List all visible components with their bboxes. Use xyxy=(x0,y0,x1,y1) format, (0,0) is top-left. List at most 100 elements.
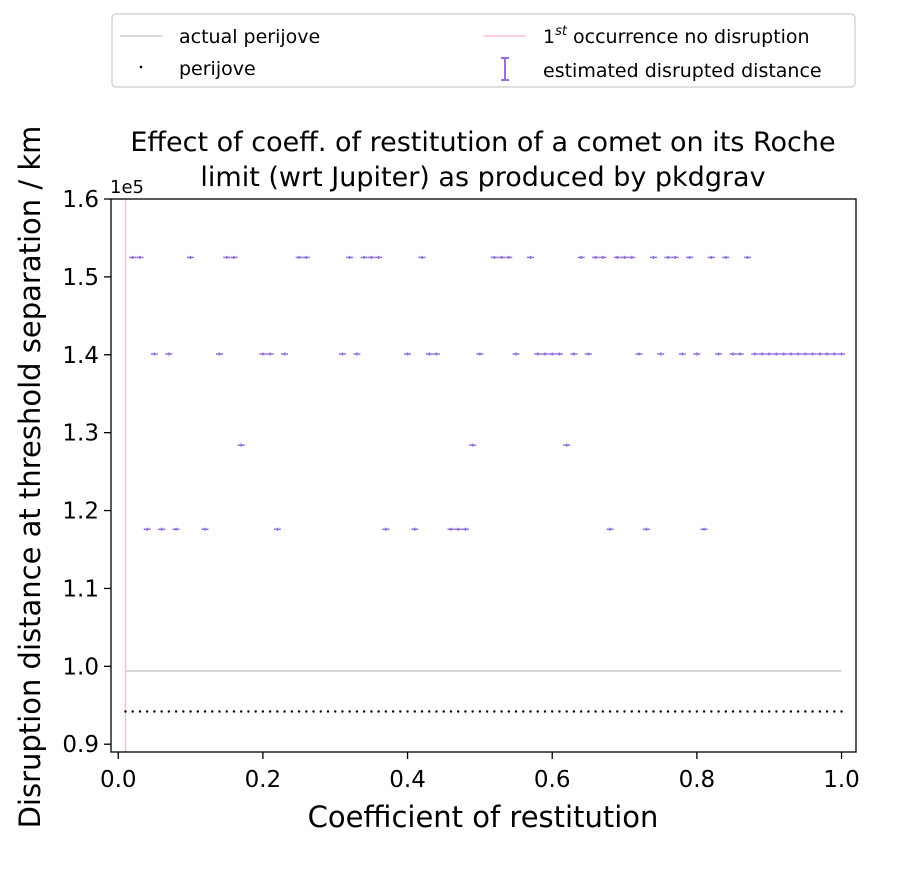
perijove-point xyxy=(167,710,171,713)
estimated-disrupted-distance-point xyxy=(360,255,368,259)
perijove-point xyxy=(334,710,337,713)
perijove-point xyxy=(225,710,228,713)
estimated-disrupted-distance-point xyxy=(259,352,267,356)
estimated-disrupted-distance-point xyxy=(237,443,245,447)
perijove-point xyxy=(652,710,655,713)
perijove-point xyxy=(254,710,257,713)
perijove-point xyxy=(840,710,843,713)
estimated-disrupted-distance-point xyxy=(700,527,708,531)
perijove-point xyxy=(666,710,670,713)
perijove-point xyxy=(731,710,735,713)
estimated-disrupted-distance-point xyxy=(143,527,151,531)
perijove-point xyxy=(341,710,344,713)
perijove-point xyxy=(203,710,207,713)
estimated-disrupted-distance-point xyxy=(823,352,831,356)
y-axis-label: Disruption distance at threshold separat… xyxy=(13,126,47,829)
estimated-disrupted-distance-point xyxy=(548,352,556,356)
perijove-point xyxy=(471,710,474,713)
legend-marker-perijove xyxy=(139,65,143,69)
estimated-disrupted-distance-point xyxy=(722,255,730,259)
estimated-disrupted-distance-point xyxy=(266,352,274,356)
estimated-disrupted-distance-point xyxy=(136,255,144,259)
x-tick-label: 0.2 xyxy=(245,767,282,793)
perijove-point xyxy=(247,710,250,713)
perijove-point xyxy=(124,710,127,713)
estimated-disrupted-distance-point xyxy=(664,255,672,259)
estimated-disrupted-distance-point xyxy=(172,527,180,531)
perijove-point xyxy=(406,710,409,713)
perijove-point xyxy=(587,710,590,713)
perijove-point xyxy=(645,710,648,713)
estimated-disrupted-distance-point xyxy=(772,352,780,356)
estimated-disrupted-distance-point xyxy=(787,352,795,356)
estimated-disrupted-distance-point xyxy=(613,255,621,259)
x-tick-label: 0.6 xyxy=(534,767,571,793)
estimated-disrupted-distance-point xyxy=(375,255,383,259)
perijove-point xyxy=(514,710,518,713)
estimated-disrupted-distance-point xyxy=(541,352,549,356)
chart-title-line-2: limit (wrt Jupiter) as produced by pkdgr… xyxy=(200,162,765,193)
perijove-point xyxy=(493,710,496,713)
estimated-disrupted-distance-point xyxy=(678,352,686,356)
legend-label-actual-perijove: actual perijove xyxy=(179,26,320,48)
estimated-disrupted-distance-point xyxy=(367,255,375,259)
perijove-point xyxy=(138,710,142,713)
perijove-point xyxy=(261,710,265,713)
x-tick-label: 0.8 xyxy=(679,767,716,793)
y-axis-multiplier: 1e5 xyxy=(110,177,144,198)
perijove-point xyxy=(522,710,525,713)
estimated-disrupted-distance-point xyxy=(621,255,629,259)
x-axis-ticks: 0.0 0.2 0.4 0.6 0.8 1.0 xyxy=(100,752,860,793)
x-tick-label: 1.0 xyxy=(823,767,860,793)
perijove-point xyxy=(637,710,641,713)
estimated-disrupted-distance-point xyxy=(592,255,600,259)
legend-label-estimated: estimated disrupted distance xyxy=(543,60,822,82)
estimated-disrupted-distance-point xyxy=(527,255,535,259)
estimated-disrupted-distance-point xyxy=(758,352,766,356)
perijove-point xyxy=(579,710,583,713)
estimated-disrupted-distance-point xyxy=(801,352,809,356)
perijove-point xyxy=(478,710,482,713)
perijove-point xyxy=(384,710,388,713)
perijove-point xyxy=(442,710,445,713)
y-tick-label: 1.0 xyxy=(62,654,99,680)
perijove-point xyxy=(290,710,294,713)
perijove-point xyxy=(768,710,771,713)
estimated-disrupted-distance-point xyxy=(715,352,723,356)
estimated-disrupted-distance-point xyxy=(165,352,173,356)
perijove-point xyxy=(428,710,431,713)
perijove-point xyxy=(377,710,380,713)
perijove-point xyxy=(789,710,793,713)
perijove-point xyxy=(435,710,438,713)
perijove-point xyxy=(276,710,279,713)
perijove-point xyxy=(833,710,836,713)
estimated-disrupted-distance-point xyxy=(649,255,657,259)
estimated-disrupted-distance-point xyxy=(273,527,281,531)
y-tick-label: 1.1 xyxy=(62,576,99,602)
perijove-point xyxy=(305,710,308,713)
estimated-disrupted-distance-point xyxy=(606,527,614,531)
estimated-disrupted-distance-point xyxy=(338,352,346,356)
perijove-point xyxy=(681,710,684,713)
estimated-disrupted-distance-point xyxy=(635,352,643,356)
x-tick-label: 0.0 xyxy=(100,767,137,793)
estimated-disrupted-distance-point xyxy=(736,352,744,356)
estimated-disrupted-distance-point xyxy=(432,352,440,356)
perijove-point xyxy=(710,710,713,713)
estimated-disrupted-distance-point xyxy=(425,352,433,356)
perijove-point xyxy=(543,710,547,713)
perijove-point xyxy=(616,710,619,713)
perijove-point xyxy=(283,710,286,713)
estimated-disrupted-distance-point xyxy=(223,255,231,259)
legend: actual perijove perijove 1st occurrence … xyxy=(111,13,856,88)
estimated-disrupted-distance-point xyxy=(838,352,846,356)
perijove-point xyxy=(449,710,453,713)
estimated-disrupted-distance-point xyxy=(302,255,310,259)
perijove-point xyxy=(413,710,416,713)
x-tick-label: 0.4 xyxy=(389,767,426,793)
estimated-disrupted-distance-point xyxy=(201,527,209,531)
estimated-disrupted-distance-point xyxy=(505,255,513,259)
estimated-disrupted-distance-point xyxy=(150,352,158,356)
estimated-disrupted-distance-point xyxy=(830,352,838,356)
